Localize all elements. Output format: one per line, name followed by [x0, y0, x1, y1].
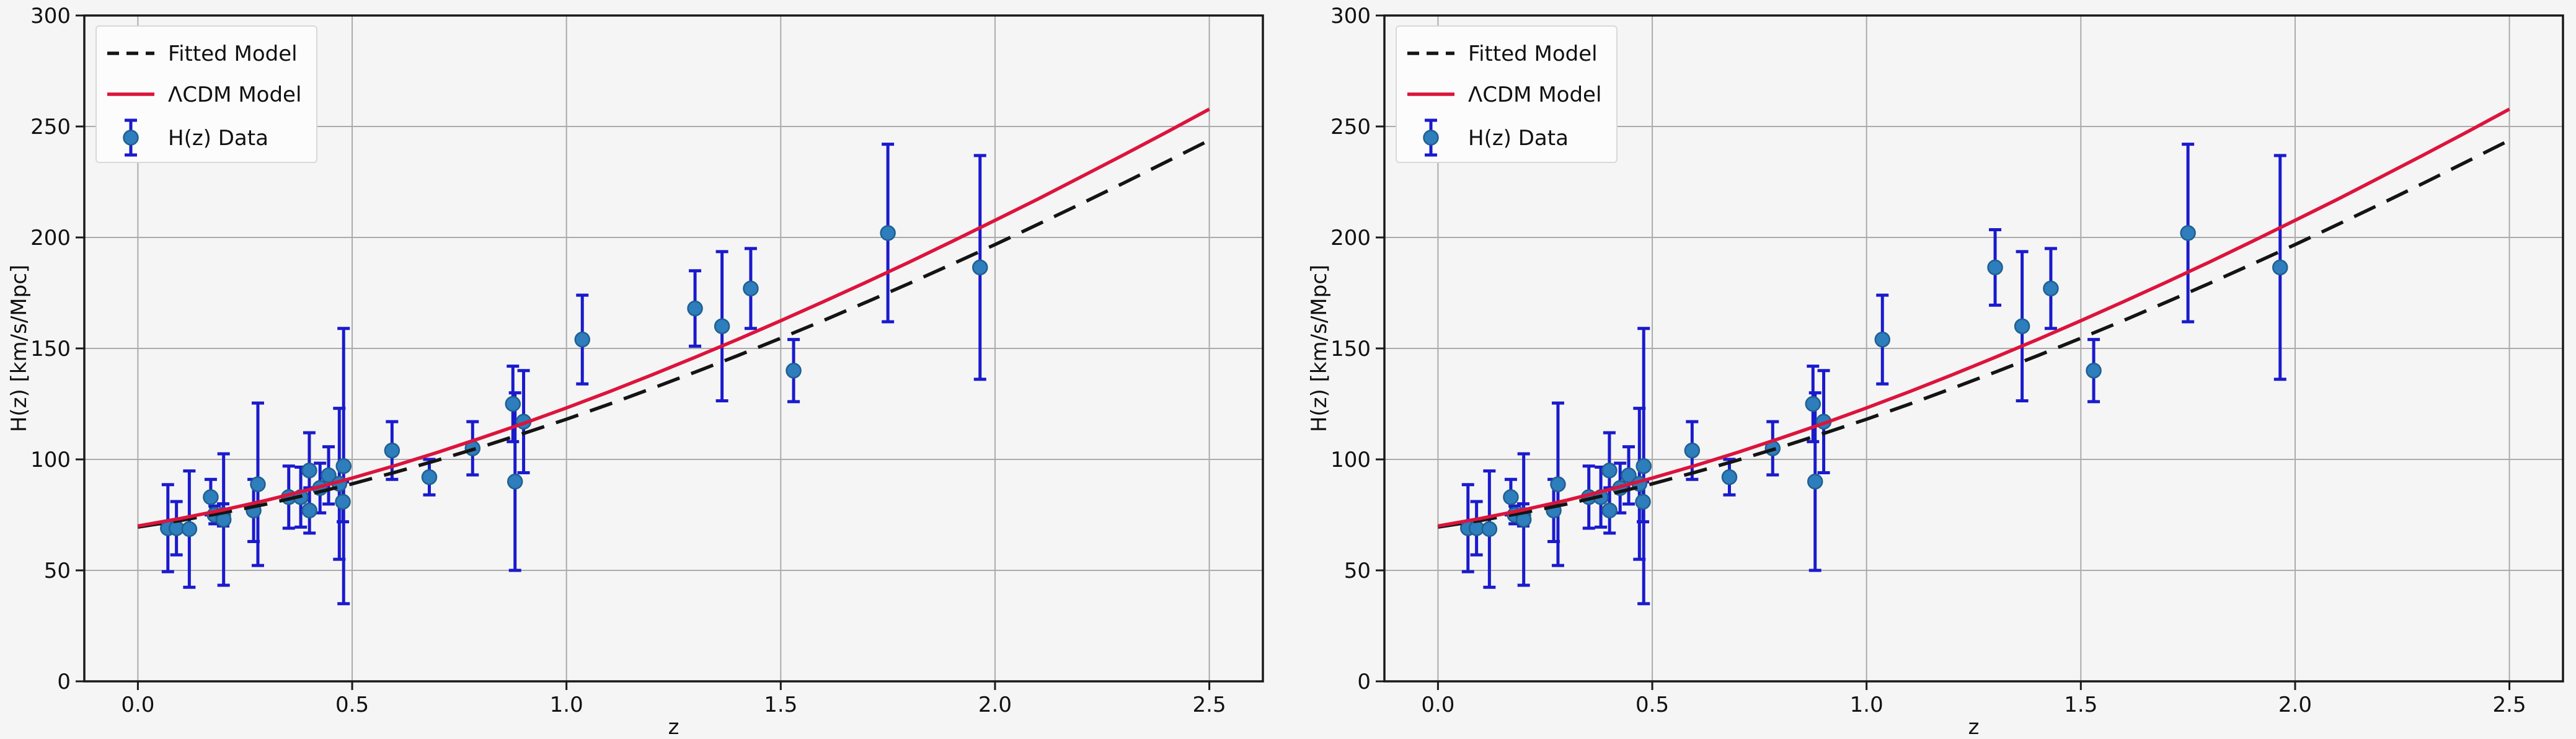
legend-box [95, 25, 317, 163]
data-point-marker [714, 318, 730, 334]
x-axis-label: z [1968, 715, 1980, 737]
y-tick-label: 0 [1357, 670, 1371, 694]
x-tick-label: 0.5 [335, 693, 369, 717]
data-point-marker [1874, 331, 1891, 348]
legend-sample-data-marker [123, 130, 139, 146]
hz-plot-left: 0.0 0.5 1.0 1.5 2.0 2.5 0 50 100 150 200 250 300 z H(z… [7, 4, 1264, 739]
fitted-model-curve [137, 138, 1210, 529]
fitted-model-curve [1437, 138, 2510, 529]
data-point-marker [203, 489, 219, 505]
hz-plot-panel-left: 0.0 0.5 1.0 1.5 2.0 2.5 0 50 100 150 200 250 300 z H(z… [0, 0, 1288, 739]
x-tick-label: 0.5 [1635, 693, 1669, 717]
data-point-marker [743, 280, 759, 297]
y-tick-label: 50 [44, 559, 71, 583]
legend-label: H(z) Data [168, 126, 268, 151]
legend: Fitted Model ΛCDM Model H(z) Data [95, 25, 317, 163]
data-point-marker [2086, 363, 2102, 379]
data-point-marker [1635, 493, 1651, 510]
legend-box [1396, 25, 1618, 163]
x-tick-label: 1.5 [2064, 693, 2097, 717]
data-point-marker [1807, 474, 1823, 490]
data-point-marker [301, 502, 317, 519]
data-point-marker [2180, 225, 2196, 241]
data-point-marker [1805, 396, 1821, 412]
data-point-marker [972, 259, 988, 276]
data-point-marker [1550, 476, 1566, 492]
data-point-marker [505, 396, 521, 412]
y-tick-label: 300 [30, 4, 71, 29]
y-tick-label: 250 [1330, 115, 1371, 139]
data-point-marker [335, 493, 351, 510]
x-tick-label: 0.0 [121, 693, 154, 717]
data-point-marker [1721, 469, 1738, 485]
x-tick-label: 0.0 [1421, 693, 1454, 717]
data-point-marker [335, 458, 352, 474]
data-point-marker [574, 331, 591, 348]
data-point-marker [1621, 467, 1637, 484]
x-tick-label: 2.0 [2278, 693, 2312, 717]
data-point-marker [181, 521, 198, 538]
legend: Fitted Model ΛCDM Model H(z) Data [1396, 25, 1618, 163]
data-point-marker [1635, 458, 1652, 474]
data-point-marker [301, 462, 317, 479]
legend-label: ΛCDM Model [1468, 82, 1601, 107]
y-tick-label: 50 [1344, 559, 1371, 583]
legend-label: Fitted Model [1468, 42, 1598, 66]
data-point-marker [786, 363, 802, 379]
lcdm-model-curve [137, 107, 1210, 528]
data-point-marker [880, 225, 896, 241]
x-tick-label: 1.0 [1850, 693, 1883, 717]
data-point-marker [507, 474, 523, 490]
data-point-marker [321, 467, 337, 484]
data-point-marker [1601, 462, 1618, 479]
x-tick-label: 1.0 [550, 693, 583, 717]
data-point-marker [421, 469, 438, 485]
y-axis-label: H(z) [km/s/Mpc] [1307, 265, 1332, 432]
data-point-marker [1481, 521, 1498, 538]
y-tick-label: 100 [1330, 448, 1371, 472]
data-point-marker [1468, 520, 1485, 536]
data-point-marker [1987, 259, 2003, 276]
y-axis-label: H(z) [km/s/Mpc] [7, 265, 32, 432]
y-tick-label: 250 [30, 115, 71, 139]
data-point-marker [1503, 489, 1519, 505]
x-tick-label: 1.5 [764, 693, 797, 717]
legend-label: H(z) Data [1468, 126, 1569, 151]
y-tick-label: 100 [30, 448, 71, 472]
hz-plot-right: 0.0 0.5 1.0 1.5 2.0 2.5 0 50 100 150 200 250 300 z H(z… [1307, 4, 2564, 739]
x-tick-label: 2.0 [978, 693, 1012, 717]
data-point-marker [2043, 280, 2059, 297]
x-tick-label: 2.5 [1193, 693, 1226, 717]
y-tick-label: 200 [1330, 226, 1371, 250]
legend-label: Fitted Model [168, 42, 298, 66]
y-tick-label: 150 [30, 337, 71, 361]
legend-sample-data-marker [1423, 130, 1439, 146]
data-point-marker [1601, 502, 1618, 519]
data-point-marker [687, 300, 703, 317]
x-tick-label: 2.5 [2493, 693, 2526, 717]
y-tick-label: 150 [1330, 337, 1371, 361]
y-tick-label: 200 [30, 226, 71, 250]
legend-label: ΛCDM Model [168, 82, 301, 107]
y-tick-label: 0 [57, 670, 71, 694]
data-point-marker [384, 442, 401, 459]
data-point-marker [250, 476, 266, 492]
data-point-marker [168, 520, 185, 536]
data-point-marker [1684, 442, 1701, 459]
data-point-marker [2272, 259, 2288, 276]
x-axis-label: z [668, 715, 679, 737]
lcdm-model-curve [1437, 107, 2510, 528]
data-point-marker [2014, 318, 2030, 334]
hz-plot-panel-right: 0.0 0.5 1.0 1.5 2.0 2.5 0 50 100 150 200 250 300 z H(z… [1288, 0, 2575, 739]
y-tick-label: 300 [1330, 4, 1371, 29]
